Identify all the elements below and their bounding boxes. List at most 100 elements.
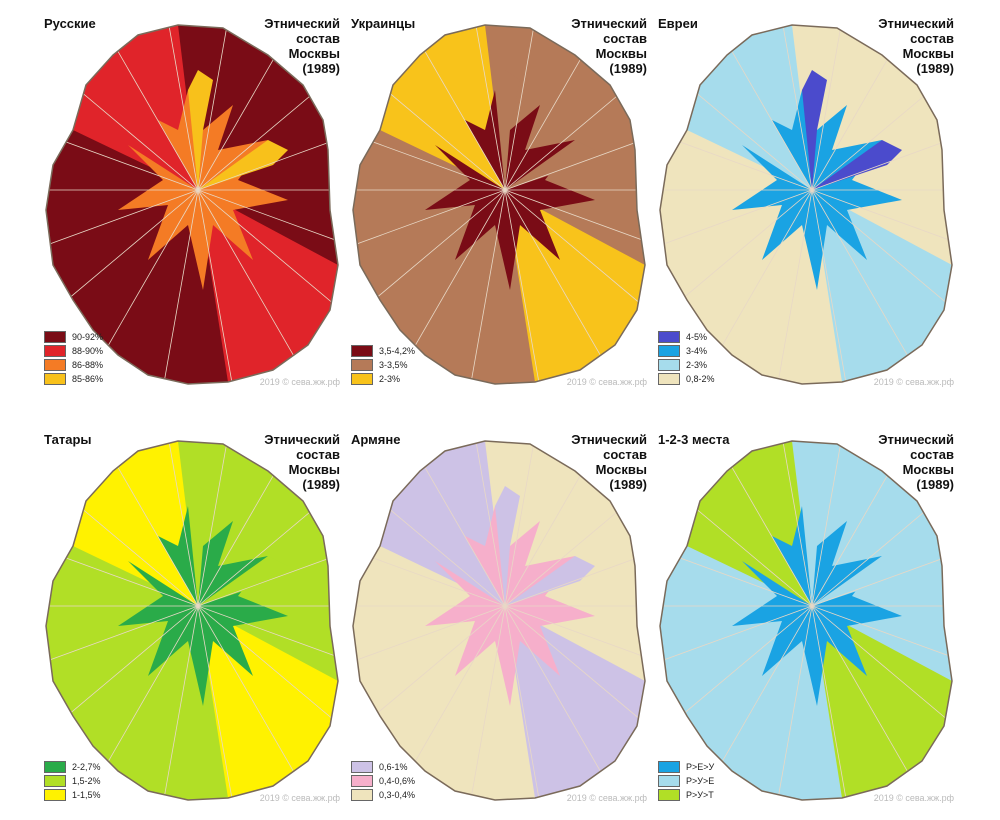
district-boundary [769, 25, 813, 191]
district-boundary [691, 25, 813, 191]
legend-swatch [351, 358, 373, 371]
district-boundary [811, 107, 952, 191]
legend-swatch [44, 330, 66, 343]
legend-item: 1-1,5% [44, 788, 101, 801]
legend-swatch [658, 788, 680, 801]
district-boundary [660, 605, 813, 689]
district-boundary [384, 25, 506, 191]
district-boundary [811, 605, 855, 800]
district-boundary [46, 107, 199, 191]
district-boundary [155, 605, 199, 800]
district-boundary [197, 35, 338, 191]
district-boundary [155, 25, 199, 191]
district-boundary [504, 189, 548, 384]
legend-swatch [44, 372, 66, 385]
map-ukrainians [352, 24, 646, 385]
legend-item: 2-3% [351, 372, 415, 385]
district-boundary [660, 451, 813, 607]
district-boundary [504, 25, 626, 191]
map-rank [659, 440, 953, 801]
panel-subtitle: Этнический состав Москвы (1989) [571, 16, 647, 76]
map-legend: Р>Е>У Р>У>Е Р>У>Т [658, 759, 714, 801]
district-boundary [660, 523, 813, 607]
legend-item: 86-88% [44, 358, 103, 371]
district-boundary [660, 189, 813, 345]
district-boundary [504, 605, 645, 761]
legend-swatch [658, 344, 680, 357]
city-border [659, 440, 953, 801]
district-boundary [504, 189, 645, 273]
panel-title: Татары [44, 432, 92, 447]
district-boundary [504, 107, 645, 191]
district-boundary [77, 25, 199, 191]
legend-swatch [44, 788, 66, 801]
district-boundary [769, 605, 813, 800]
legend-swatch [44, 344, 66, 357]
district-boundary [691, 441, 813, 607]
panel-subtitle: Этнический состав Москвы (1989) [571, 432, 647, 492]
legend-swatch [351, 788, 373, 801]
panel-subtitle: Этнический состав Москвы (1989) [264, 432, 340, 492]
panel-subtitle: Этнический состав Москвы (1989) [878, 16, 954, 76]
credit: 2019 © сева.жж.рф [873, 377, 954, 387]
district-boundary [504, 451, 645, 607]
legend-swatch [658, 372, 680, 385]
district-boundary [504, 25, 548, 191]
district-boundary [811, 35, 952, 191]
district-region [495, 70, 595, 190]
district-boundary [504, 441, 626, 607]
map-legend: 90-92% 88-90% 86-88% 85-86% [44, 329, 103, 385]
credit: 2019 © сева.жж.рф [873, 793, 954, 803]
district-boundary [46, 605, 199, 689]
district-boundary [811, 605, 952, 689]
district-boundary [504, 605, 548, 800]
district-boundary [811, 25, 855, 191]
panel-subtitle: Этнический состав Москвы (1989) [878, 432, 954, 492]
district-boundary [353, 107, 506, 191]
legend-item: 0,6-1% [351, 760, 415, 773]
legend-item: Р>У>Е [658, 774, 714, 787]
map-panel-tatars: Татары Этнический состав Москвы (1989) 2-2,… [38, 426, 344, 811]
legend-swatch [351, 760, 373, 773]
credit: 2019 © сева.жж.рф [259, 793, 340, 803]
district-boundary [197, 605, 241, 800]
district-boundary [197, 441, 319, 607]
district-boundary [660, 107, 813, 191]
district-boundary [660, 605, 813, 761]
legend-item: 0,3-0,4% [351, 788, 415, 801]
district-boundary [504, 605, 645, 689]
district-boundary [197, 441, 241, 607]
panel-subtitle: Этнический состав Москвы (1989) [264, 16, 340, 76]
district-boundary [353, 35, 506, 191]
district-boundary [811, 451, 952, 607]
legend-item: 3-3,5% [351, 358, 415, 371]
district-boundary [462, 25, 506, 191]
district-boundary [811, 605, 952, 761]
credit: 2019 © сева.жж.рф [259, 377, 340, 387]
district-boundary [504, 441, 548, 607]
district-boundary [504, 189, 645, 345]
district-boundary [197, 107, 338, 191]
district-boundary [811, 189, 855, 384]
district-boundary [46, 189, 199, 273]
legend-swatch [658, 774, 680, 787]
legend-item: 1,5-2% [44, 774, 101, 787]
district-boundary [77, 441, 199, 607]
district-boundary [353, 605, 506, 761]
legend-item: 2-2,7% [44, 760, 101, 773]
panel-title: Украинцы [351, 16, 416, 31]
district-boundary [660, 189, 813, 273]
district-boundary [660, 35, 813, 191]
legend-item: Р>У>Т [658, 788, 714, 801]
map-russians [45, 24, 339, 385]
district-region [188, 486, 288, 606]
district-boundary [353, 605, 506, 689]
district-boundary [384, 441, 506, 607]
city-border [45, 440, 339, 801]
legend-item: 4-5% [658, 330, 715, 343]
district-boundary [46, 523, 199, 607]
district-boundary [197, 451, 338, 607]
district-boundary [462, 189, 506, 384]
map-panel-armenians: Армяне Этнический состав Москвы (1989) 0,6-… [345, 426, 651, 811]
district-boundary [811, 523, 952, 607]
